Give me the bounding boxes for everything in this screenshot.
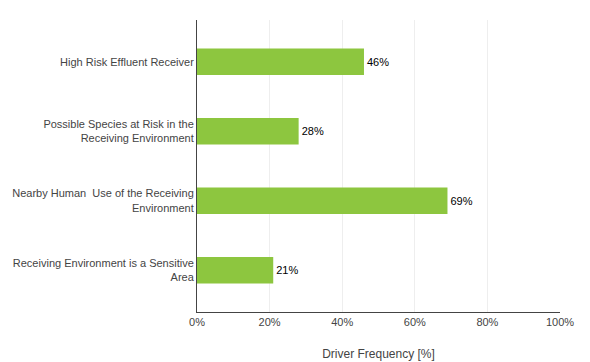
svg-text:21%: 21% — [276, 264, 298, 276]
svg-text:60%: 60% — [404, 316, 426, 328]
svg-text:100%: 100% — [546, 316, 574, 328]
svg-text:80%: 80% — [476, 316, 498, 328]
svg-text:0%: 0% — [189, 316, 205, 328]
svg-text:69%: 69% — [450, 195, 472, 207]
svg-text:Nearby Human Use of the Recei: Nearby Human Use of the ReceivingEnviron… — [12, 187, 194, 213]
svg-text:Possible Species at Risk in th: Possible Species at Risk in theReceiving… — [43, 118, 193, 144]
svg-text:28%: 28% — [302, 125, 324, 137]
svg-text:46%: 46% — [367, 56, 389, 68]
svg-text:High Risk Effluent Receiver: High Risk Effluent Receiver — [60, 56, 194, 68]
svg-text:40%: 40% — [331, 316, 353, 328]
svg-text:Receiving Environment is a Sen: Receiving Environment is a SensitiveArea — [13, 257, 195, 283]
svg-text:20%: 20% — [259, 316, 281, 328]
svg-text:Driver Frequency [%]: Driver Frequency [%] — [322, 347, 435, 361]
